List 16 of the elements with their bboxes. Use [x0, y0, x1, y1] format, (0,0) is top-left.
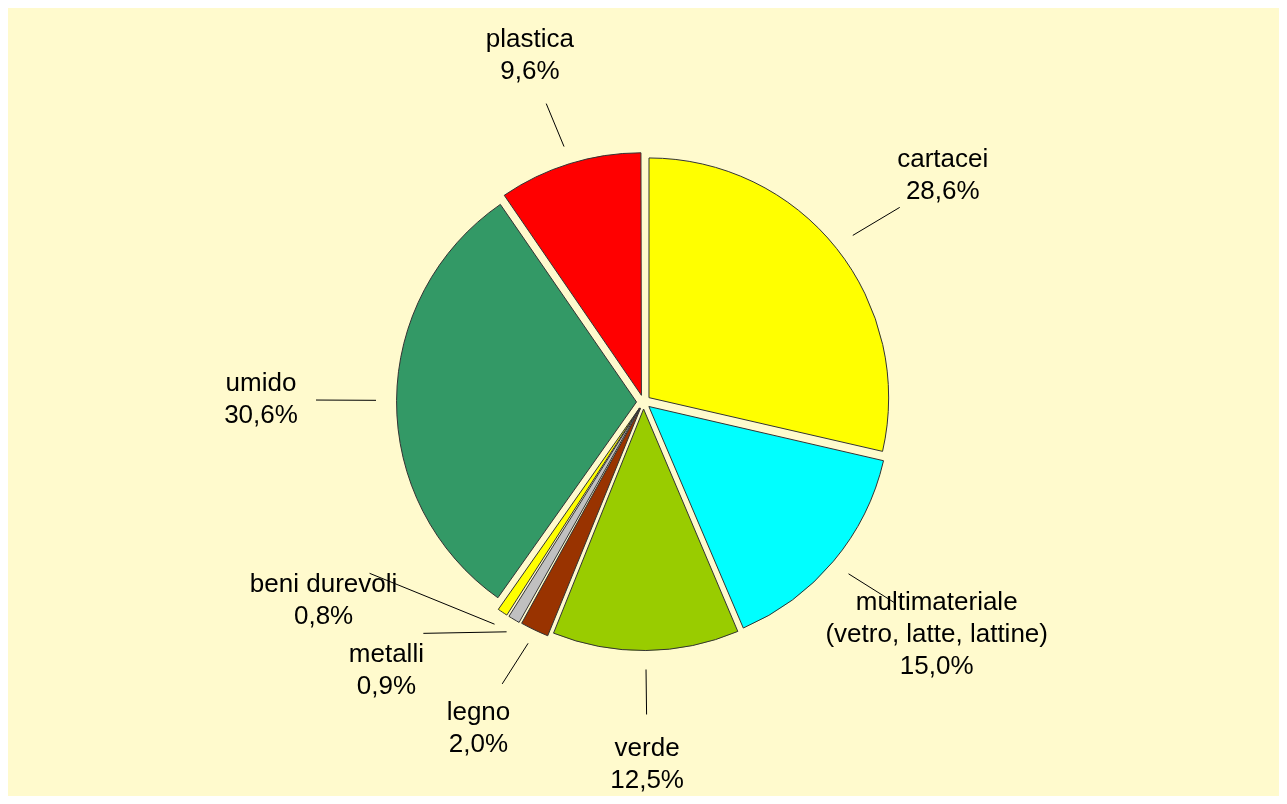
- slice-label: verde: [614, 731, 680, 762]
- slice-label: multimateriale (vetro, latte, lattine): [825, 585, 1048, 648]
- data-label: 9,6%: [500, 55, 560, 86]
- data-label: 0,9%: [356, 669, 417, 700]
- slice-label: metalli: [348, 637, 424, 668]
- data-label: 12,5%: [610, 763, 684, 794]
- data-label: 30,6%: [224, 398, 298, 429]
- slice-label: plastica: [485, 23, 575, 54]
- data-label: 0,8%: [293, 599, 354, 630]
- slice-label: legno: [446, 696, 511, 727]
- data-label: 28,6%: [905, 175, 980, 206]
- slice-label: beni durevoli: [249, 567, 398, 598]
- slice-label: umido: [225, 366, 297, 397]
- data-label: 15,0%: [899, 649, 974, 680]
- data-label: 2,0%: [448, 728, 509, 759]
- slice-label: cartacei: [897, 143, 989, 174]
